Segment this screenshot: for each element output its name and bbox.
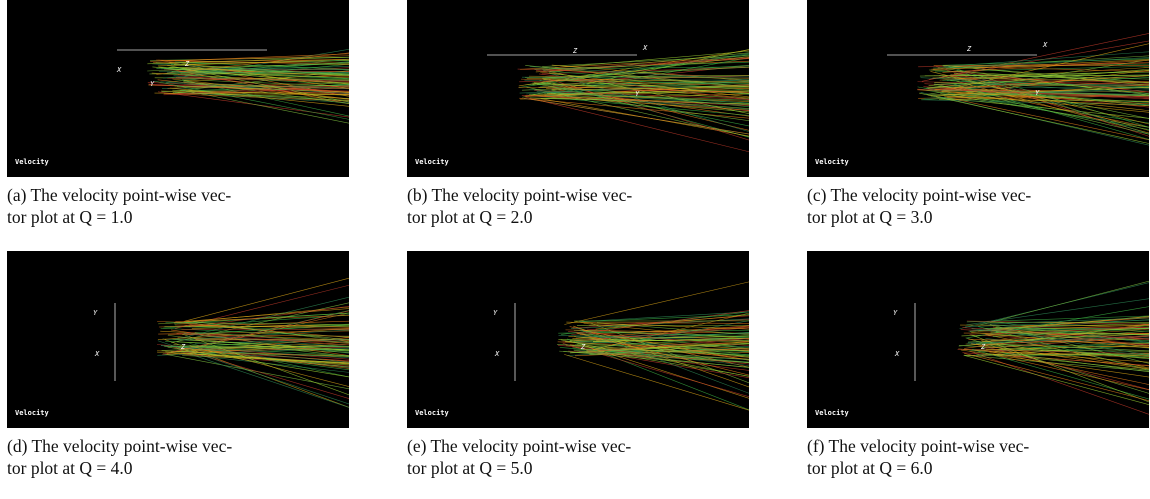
caption-line: (c) The velocity point-wise vec- <box>807 184 1149 206</box>
axis-label: Y <box>93 309 98 317</box>
caption-line: (b) The velocity point-wise vec- <box>407 184 749 206</box>
subfigure: XYZVelocity(b) The velocity point-wise v… <box>407 0 749 228</box>
vector-line <box>564 282 749 325</box>
caption-line: tor plot at Q = 3.0 <box>807 206 1149 228</box>
caption-line: (a) The velocity point-wise vec- <box>7 184 349 206</box>
plot-label: Velocity <box>815 158 850 166</box>
vector-plot: X Y Z Velocity <box>807 251 1149 428</box>
caption-line: (e) The velocity point-wise vec- <box>407 435 749 457</box>
caption: (c) The velocity point-wise vec-tor plot… <box>807 184 1149 228</box>
axis-label: X <box>94 350 100 358</box>
axis-label: X <box>494 350 500 358</box>
axis-label: X <box>642 44 648 52</box>
vector-plot: X Y Z Velocity <box>7 0 349 177</box>
plot-label: Velocity <box>415 158 450 166</box>
axis-label: Z <box>180 343 186 351</box>
caption-line: (d) The velocity point-wise vec- <box>7 435 349 457</box>
caption: (a) The velocity point-wise vec-tor plot… <box>7 184 349 228</box>
caption-line: (f) The velocity point-wise vec- <box>807 435 1149 457</box>
axis-label: Z <box>572 47 578 55</box>
vector-plot: X Y Z Velocity <box>407 251 749 428</box>
caption-line: tor plot at Q = 4.0 <box>7 457 349 479</box>
axis-label: Y <box>150 80 155 88</box>
vector-plot: X Y Z Velocity <box>7 251 349 428</box>
axis-label: Z <box>580 343 586 351</box>
caption: (e) The velocity point-wise vec-tor plot… <box>407 435 749 479</box>
figure: X Y Z Velocity (a) The velocity point-wise v… <box>0 0 1150 499</box>
caption-line: tor plot at Q = 2.0 <box>407 206 749 228</box>
plot-label: Velocity <box>815 409 850 417</box>
caption: (f) The velocity point-wise vec-tor plot… <box>807 435 1149 479</box>
subfigure: X Y Z Velocity (a) The velocity point-wise v… <box>7 0 349 228</box>
caption-line: tor plot at Q = 5.0 <box>407 457 749 479</box>
axis-label: Y <box>493 309 498 317</box>
caption-line: tor plot at Q = 1.0 <box>7 206 349 228</box>
vector-line <box>954 99 1149 140</box>
plot-label: Velocity <box>15 158 50 166</box>
axis-label: X <box>116 66 122 74</box>
axis-label: X <box>894 350 900 358</box>
axis-label: Z <box>966 45 972 53</box>
subfigure: X Y Z Velocity (d) The velocity point-wise v… <box>7 251 349 479</box>
caption-line: tor plot at Q = 6.0 <box>807 457 1149 479</box>
subfigure: X Y Z Velocity (f) The velocity point-wise v… <box>807 251 1149 479</box>
plot-label: Velocity <box>415 409 450 417</box>
subfigure: X Y Z Velocity (e) The velocity point-wise v… <box>407 251 749 479</box>
caption: (b) The velocity point-wise vec-tor plot… <box>407 184 749 228</box>
axis-label: Z <box>184 60 190 68</box>
axis-label: Z <box>980 343 986 351</box>
plot-label: Velocity <box>15 409 50 417</box>
vector-line <box>596 315 749 329</box>
axis-label: Y <box>893 309 898 317</box>
axis-label: X <box>1042 41 1048 49</box>
caption: (d) The velocity point-wise vec-tor plot… <box>7 435 349 479</box>
